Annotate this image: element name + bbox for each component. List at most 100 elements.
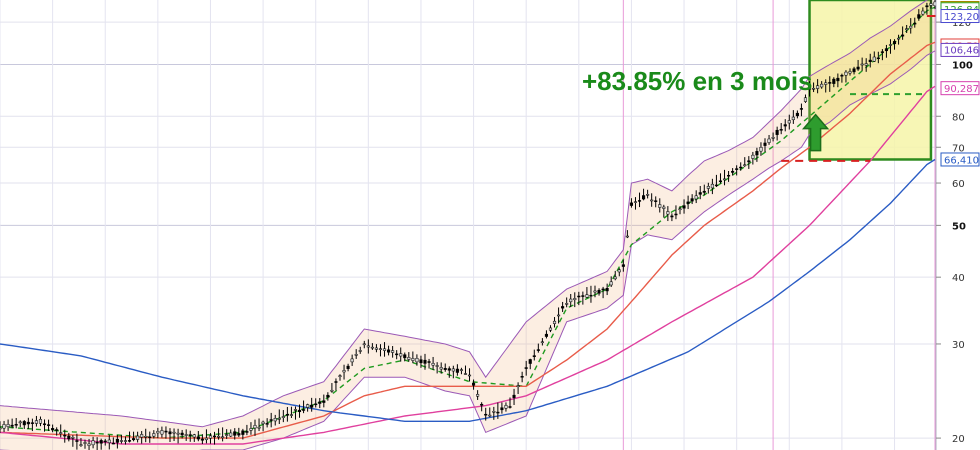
price-candle-body <box>840 74 844 77</box>
price-candle-body <box>832 78 836 84</box>
price-candle-body <box>261 421 265 425</box>
price-candle-body <box>103 440 107 443</box>
price-candle-body <box>727 174 731 177</box>
price-candle-body <box>856 66 860 70</box>
price-candle-body <box>706 186 710 189</box>
price-candle-body <box>354 354 358 356</box>
price-candle-body <box>435 365 439 367</box>
price-candle-body <box>51 428 55 431</box>
price-candle-body <box>735 168 739 170</box>
price-candle-body <box>755 151 759 156</box>
y-tick-label: 50 <box>952 221 966 232</box>
y-tick-label: 60 <box>952 179 965 190</box>
price-candle-body <box>447 368 451 371</box>
series-ma-long <box>0 85 936 445</box>
price-candle-body <box>763 142 767 146</box>
price-candle-body <box>423 359 427 364</box>
price-candle-body <box>334 381 338 383</box>
price-candle-body <box>512 394 516 398</box>
price-candle-body <box>617 269 621 273</box>
price-candle-body <box>67 435 71 440</box>
price-candle-body <box>783 124 787 127</box>
price-candle-body <box>633 201 638 203</box>
price-candle-body <box>330 389 334 392</box>
price-candle-body <box>127 440 132 442</box>
price-candle-body <box>107 439 111 443</box>
price-candle-body <box>682 205 686 209</box>
price-candle-body <box>739 166 743 169</box>
price-tag-label: 66,410 <box>944 155 979 166</box>
price-candle-body <box>629 202 633 206</box>
price-candle-body <box>164 430 168 433</box>
price-candle-body <box>702 190 706 193</box>
price-candle-body <box>257 426 261 429</box>
price-candle-body <box>172 431 176 434</box>
price-candle-body <box>775 129 779 135</box>
price-candle-body <box>544 333 548 337</box>
price-tag-label: 106,46 <box>944 46 979 57</box>
price-candle-body <box>407 357 411 360</box>
price-candle-body <box>289 414 293 416</box>
price-candle-body <box>548 327 553 331</box>
price-candle-body <box>917 14 921 19</box>
price-candle-body <box>208 435 213 439</box>
price-candle-body <box>168 431 172 435</box>
price-candle-body <box>532 355 536 357</box>
price-candle-body <box>516 385 520 388</box>
y-tick-label: 100 <box>952 60 973 71</box>
bollinger-band-fill <box>0 0 935 450</box>
price-candle-body <box>654 200 658 202</box>
price-candle-body <box>47 424 51 426</box>
price-candle-body <box>905 28 909 31</box>
price-candle-body <box>297 409 302 413</box>
price-candle-body <box>378 348 383 350</box>
price-candle-body <box>415 358 419 363</box>
price-candle-body <box>662 206 666 209</box>
price-candle-body <box>787 120 791 124</box>
price-candle-body <box>625 235 629 238</box>
price-candle-body <box>18 421 22 424</box>
price-candle-body <box>362 343 366 346</box>
price-candle-body <box>743 164 747 167</box>
price-candle-body <box>658 204 662 208</box>
price-candle-body <box>366 345 370 348</box>
price-candle-body <box>722 178 727 181</box>
y-tick-label: 20 <box>952 434 965 445</box>
price-candle-body <box>265 423 269 425</box>
price-candle-body <box>6 424 10 427</box>
price-candle-body <box>91 440 95 446</box>
price-candle-body <box>852 68 856 73</box>
price-candle-body <box>83 442 87 444</box>
price-candle-body <box>451 368 455 372</box>
price-candle-body <box>731 170 735 173</box>
price-candle-body <box>455 368 459 373</box>
price-candle-body <box>2 424 6 429</box>
price-candle-body <box>30 422 34 424</box>
price-candle-body <box>637 200 642 202</box>
price-candle-body <box>403 354 407 359</box>
price-candle-body <box>751 154 755 159</box>
price-candle-body <box>698 192 702 195</box>
price-candle-body <box>71 437 75 439</box>
price-candle-body <box>132 438 136 441</box>
price-candle-body <box>217 435 221 438</box>
price-candle-body <box>463 373 468 375</box>
price-tag-box <box>940 42 980 57</box>
price-candle-body <box>860 63 864 66</box>
price-candle-body <box>245 431 249 433</box>
price-candle-body <box>0 427 2 430</box>
price-candle-body <box>382 348 387 351</box>
y-axis-background <box>936 0 980 450</box>
price-candle-body <box>694 195 698 200</box>
price-candle-body <box>925 5 929 8</box>
price-candle-body <box>326 394 330 398</box>
price-candle-body <box>188 434 192 436</box>
price-candle-body <box>686 201 690 204</box>
price-candle-body <box>200 438 204 441</box>
price-candle-body <box>391 350 395 353</box>
price-candle-body <box>868 59 872 63</box>
price-candle-body <box>824 82 828 85</box>
price-candle-body <box>892 41 897 45</box>
